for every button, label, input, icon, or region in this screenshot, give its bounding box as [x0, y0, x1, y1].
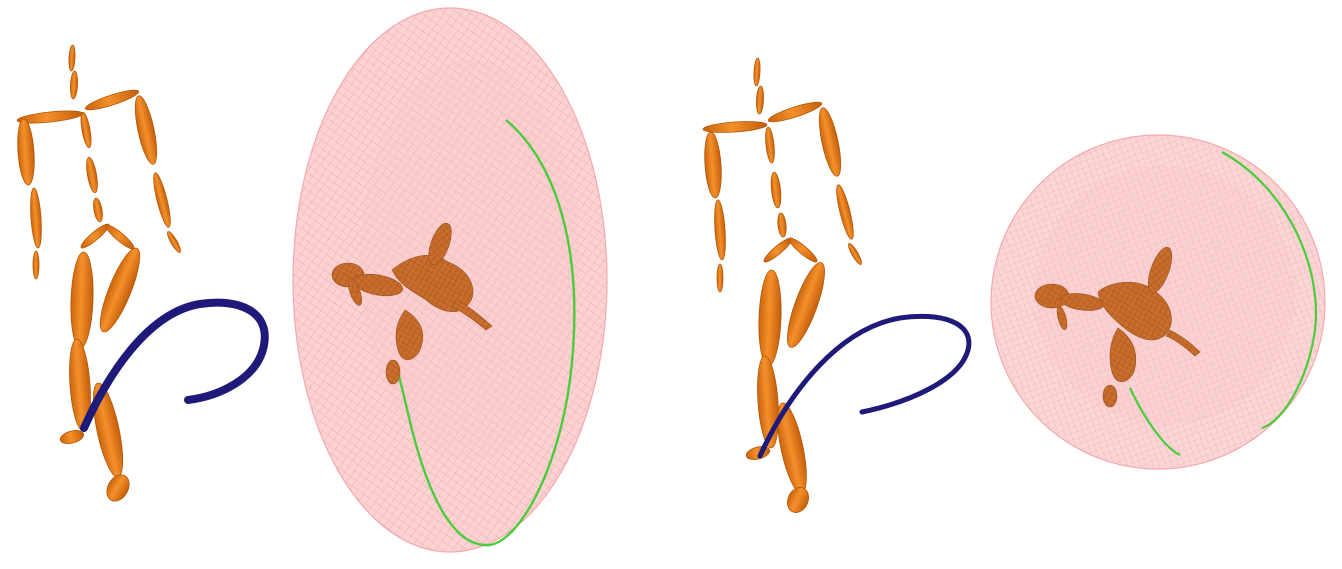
hand — [716, 263, 724, 293]
foot — [787, 487, 809, 513]
foot — [745, 446, 771, 460]
ellipsoid-left — [292, 7, 608, 553]
hip — [105, 224, 135, 250]
foot — [106, 474, 130, 502]
upper-arm — [134, 95, 158, 165]
projected-figure — [331, 222, 493, 385]
shin — [777, 402, 807, 494]
thigh — [70, 251, 94, 349]
spine-segment — [777, 212, 787, 238]
thigh — [787, 262, 825, 348]
surface-path — [1129, 151, 1317, 456]
upper-arm — [818, 107, 842, 177]
sphere-right — [990, 134, 1326, 470]
hand — [848, 243, 862, 265]
forearm — [153, 172, 171, 228]
surface-path — [396, 119, 576, 547]
shoulder — [84, 89, 140, 111]
forearm — [30, 187, 42, 249]
ellipsoid-shade — [360, 60, 580, 460]
projected-figure — [1034, 246, 1201, 408]
hip — [80, 223, 110, 249]
spine-segment — [93, 197, 103, 223]
hip — [788, 237, 818, 263]
thigh — [758, 269, 782, 367]
forearm — [836, 184, 854, 240]
hand — [167, 231, 181, 253]
trajectory-curve-right — [757, 313, 972, 459]
spine-segment — [70, 70, 78, 100]
shoulder — [767, 101, 823, 123]
shin — [92, 382, 124, 478]
spine-segment — [765, 126, 775, 164]
thigh — [99, 247, 141, 333]
upper-arm — [17, 118, 35, 186]
spine-segment — [753, 57, 761, 87]
trajectory-curve-left — [80, 298, 269, 432]
skeleton-right — [702, 57, 862, 513]
spine-segment — [86, 156, 98, 194]
spine-segment — [756, 85, 764, 115]
skeleton-left — [16, 44, 181, 502]
shoulder — [16, 110, 84, 124]
forearm — [714, 199, 726, 261]
shoulder — [702, 121, 768, 133]
spine-segment — [770, 171, 782, 209]
spine-segment — [80, 111, 92, 149]
upper-arm — [704, 131, 722, 199]
spine-segment — [68, 44, 76, 72]
hand — [32, 250, 40, 280]
foot — [59, 430, 85, 444]
sphere-shade — [1035, 165, 1295, 425]
